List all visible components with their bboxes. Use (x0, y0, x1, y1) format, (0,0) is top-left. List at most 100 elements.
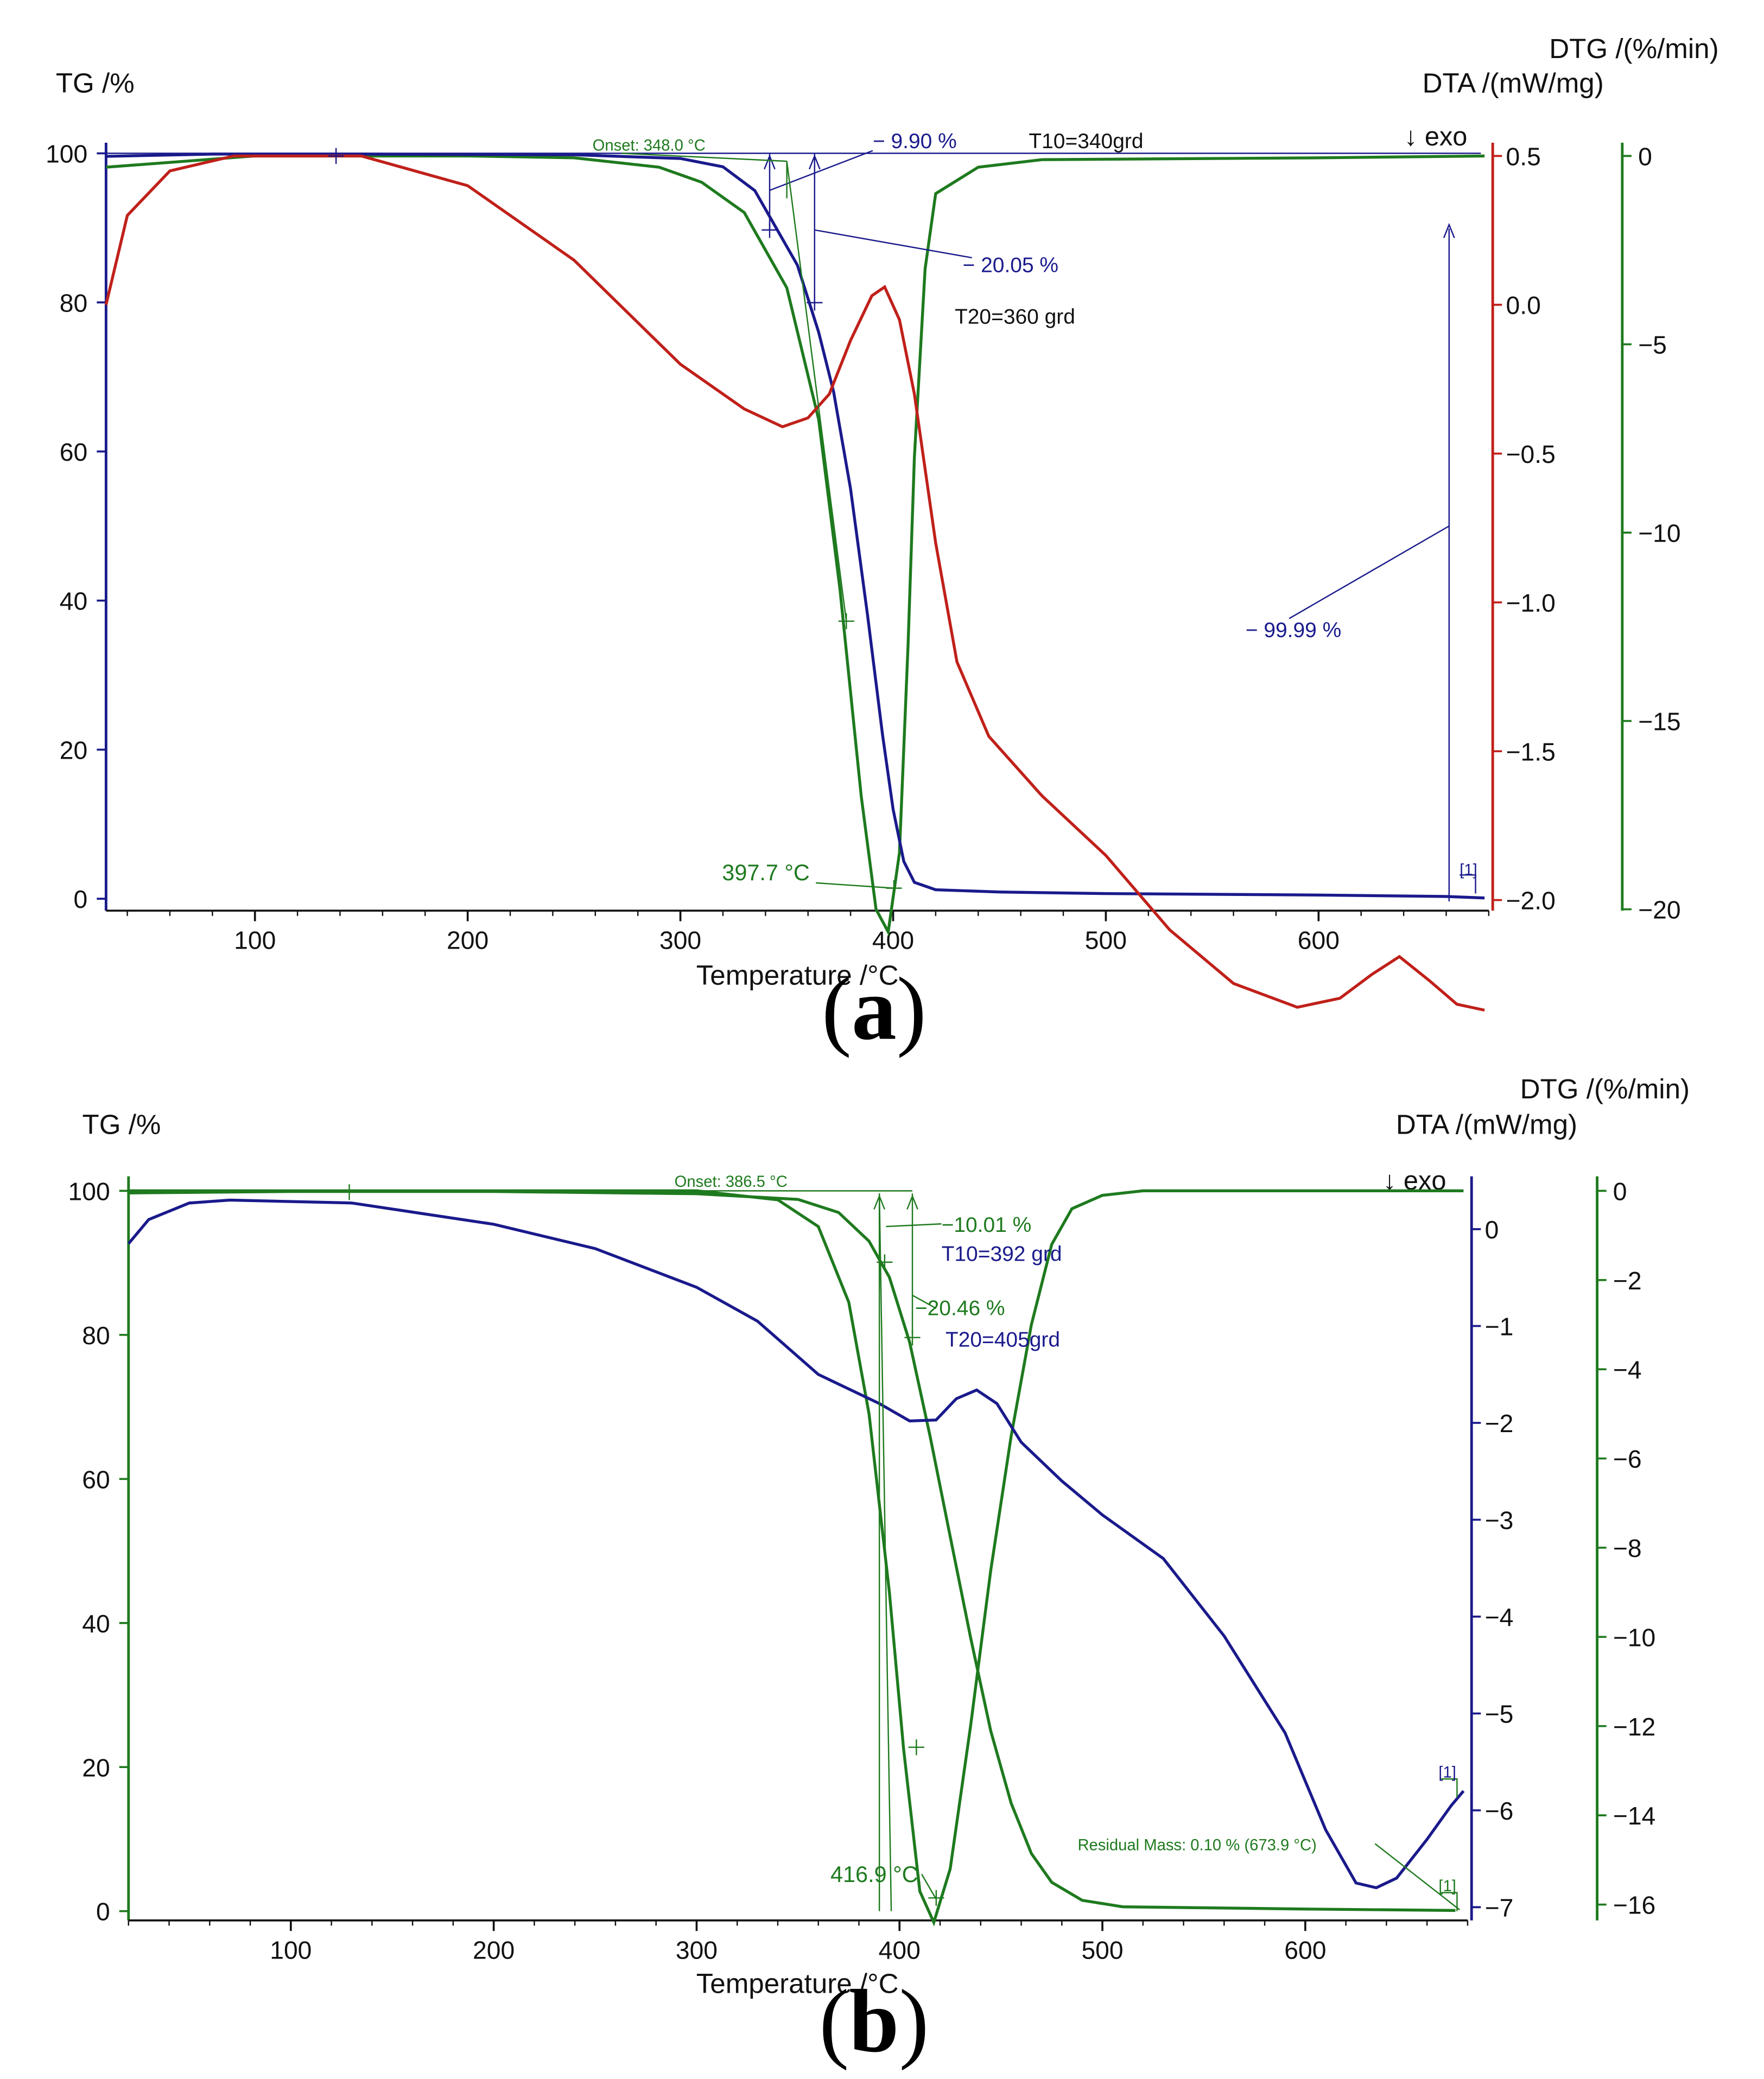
panel-b-dta-ticks: 0 −1 −2 −3 −4 −5 −6 −7 (1471, 1216, 1513, 1922)
panel-b-peak-label: 416.9 °C (830, 1862, 918, 1887)
panel-b-x-tick-label: 200 (473, 1936, 515, 1964)
panel-b-dta-tick-label: 0 (1485, 1216, 1499, 1244)
panel-a-dta-tick-label: 0.5 (1506, 142, 1541, 170)
panel-a-dta-tick-label: −1.5 (1506, 737, 1556, 766)
panel-b-t20-label: T20=405grd (946, 1328, 1060, 1352)
panel-b-x-ticks: 100 200 300 400 500 600 (128, 1920, 1469, 1964)
panel-a-x-tick-label: 300 (659, 926, 701, 955)
panel-b-dtg-tick-label: −6 (1613, 1445, 1642, 1473)
panel-a-dta-axis-label: DTA /(mW/mg) (1423, 67, 1604, 98)
panel-b-dtg-tick-label: −8 (1613, 1534, 1642, 1562)
panel-a-tg-curve (106, 152, 1485, 900)
panel-b: TG /% DTG /(%/min) DTA /(mW/mg) ↓ exo 10… (68, 1073, 1690, 2071)
panel-b-left-tick-label: 80 (82, 1321, 110, 1350)
panel-b-dta-curve (127, 1198, 1465, 1890)
panel-a-x-ticks: 100 200 300 400 500 600 (126, 911, 1490, 955)
panel-a-x-tick-label: 200 (447, 926, 488, 955)
panel-a-dtg-ticks: 0 −5 −10 −15 −20 (1622, 142, 1681, 924)
panel-b-dta-tick-label: −1 (1485, 1313, 1514, 1341)
panel-b-dta-tick-label: −2 (1485, 1409, 1514, 1438)
panel-b-dta-axis-label: DTA /(mW/mg) (1396, 1109, 1577, 1140)
panel-b-dtg-axis-label: DTG /(%/min) (1520, 1073, 1690, 1104)
panel-a-x-tick-label: 500 (1085, 926, 1127, 955)
panel-b-left-axis-label: TG /% (83, 1109, 161, 1140)
panel-a-peak-label: 397.7 °C (722, 860, 810, 885)
panel-b-left-ticks: 0 20 40 60 80 100 (68, 1177, 129, 1926)
panel-b-t10-label: T10=392 grd (942, 1242, 1062, 1266)
panel-b-left-tick-label: 0 (96, 1898, 110, 1926)
panel-a-dtg-tick-label: −20 (1638, 896, 1680, 924)
panel-b-left-tick-label: 60 (82, 1465, 110, 1493)
panel-a-dta-tick-label: −2.0 (1506, 887, 1556, 915)
panel-b-x-tick-label: 600 (1284, 1936, 1326, 1964)
panel-a-step2-label: − 20.05 % (963, 254, 1059, 277)
panel-a-left-tick-label: 80 (60, 289, 87, 317)
panel-b-dtg-ticks: 0 −2 −4 −6 −8 −10 −12 −14 −16 (1597, 1177, 1655, 1919)
panel-b-dta-tick-label: −4 (1485, 1603, 1514, 1631)
panel-b-dtg-tick-label: 0 (1613, 1177, 1627, 1205)
panel-b-caption: (b) (819, 1971, 929, 2071)
panel-b-marker-dta: [1] (1438, 1764, 1456, 1782)
panel-b-x-axis-label: Temperature /°C (696, 1968, 899, 1999)
panel-a-left-tick-label: 20 (60, 736, 87, 764)
panel-b-onset-label: Onset: 386.5 °C (675, 1173, 788, 1191)
panel-a-left-tick-label: 100 (46, 140, 87, 168)
panel-b-residual-label: Residual Mass: 0.10 % (673.9 °C) (1077, 1837, 1316, 1854)
panel-a-onset-label: Onset: 348.0 °C (593, 137, 706, 155)
panel-a-onset-lines (621, 152, 902, 897)
panel-b-dtg-tick-label: −4 (1613, 1356, 1642, 1384)
panel-a-left-tick-label: 60 (60, 438, 87, 466)
panel-a-dtg-tick-label: −10 (1638, 519, 1680, 548)
panel-a-step-lines (328, 148, 1476, 901)
panel-b-left-tick-label: 100 (68, 1177, 110, 1205)
panel-a-t10-label: T10=340grd (1029, 130, 1143, 153)
panel-a-caption: (a) (822, 958, 927, 1058)
panel-a-dtg-axis-label: DTG /(%/min) (1549, 33, 1718, 64)
panel-a-dtg-tick-label: 0 (1638, 142, 1652, 170)
panel-a-dtg-curve (106, 154, 1485, 937)
panel-b-dtg-tick-label: −16 (1613, 1891, 1655, 1919)
panel-b-step2-label: −20.46 % (915, 1296, 1005, 1320)
panel-b-dtg-tick-label: −10 (1613, 1623, 1655, 1651)
panel-a-dta-ticks: 0.5 0.0 −0.5 −1.0 −1.5 −2.0 (1493, 142, 1556, 915)
panel-b-step1-label: −10.01 % (942, 1213, 1032, 1237)
panel-b-x-tick-label: 400 (879, 1936, 921, 1964)
panel-b-annotation-lines (341, 1184, 1461, 1911)
panel-b-dtg-tick-label: −12 (1613, 1713, 1655, 1741)
panel-a-dtg-tick-label: −15 (1638, 708, 1680, 736)
panel-a-left-axis-label: TG /% (56, 67, 135, 98)
panel-a-left-tick-label: 0 (74, 885, 88, 913)
panel-a-x-tick-label: 400 (872, 926, 914, 955)
panel-a-exo-label: ↓ exo (1404, 122, 1467, 151)
panel-b-left-tick-label: 20 (82, 1753, 110, 1782)
panel-a-x-tick-label: 600 (1298, 926, 1340, 955)
panel-a-step1-label: − 9.90 % (873, 130, 957, 153)
panel-a-dta-tick-label: −0.5 (1506, 440, 1556, 468)
panel-b-dtg-curve (128, 1189, 1464, 1927)
panel-a-dta-tick-label: −1.0 (1506, 589, 1556, 617)
panel-b-dtg-tick-label: −14 (1613, 1802, 1655, 1830)
panel-b-x-tick-label: 300 (676, 1936, 718, 1964)
panel-b-left-tick-label: 40 (82, 1610, 110, 1638)
panel-b-dta-tick-label: −6 (1485, 1797, 1514, 1825)
panel-b-x-tick-label: 100 (270, 1936, 312, 1964)
panel-b-marker-tg: [1] (1438, 1878, 1456, 1895)
panel-a-left-ticks: 0 20 40 60 80 100 (46, 140, 106, 913)
panel-b-dta-tick-label: −5 (1485, 1700, 1514, 1728)
panel-a-marker-label: [1] (1460, 861, 1477, 879)
panel-b-x-tick-label: 500 (1081, 1936, 1123, 1964)
panel-b-tg-curve (128, 1190, 1456, 1912)
panel-a-t20-label: T20=360 grd (955, 306, 1075, 329)
panel-b-dtg-tick-label: −2 (1613, 1267, 1642, 1295)
panel-a-x-tick-label: 100 (234, 926, 276, 955)
panel-b-dta-tick-label: −7 (1485, 1893, 1514, 1922)
panel-a-dta-curve (104, 154, 1485, 1012)
panel-a-dtg-tick-label: −5 (1638, 330, 1667, 359)
panel-a-total-loss-label: − 99.99 % (1246, 619, 1342, 642)
panel-b-dta-tick-label: −3 (1485, 1506, 1514, 1534)
panel-a-x-axis-label: Temperature /°C (696, 959, 899, 990)
panel-a-dta-tick-label: 0.0 (1506, 291, 1541, 320)
panel-a-left-tick-label: 40 (60, 587, 87, 615)
panel-a: TG /% DTG /(%/min) DTA /(mW/mg) ↓ exo 10… (46, 33, 1719, 1058)
